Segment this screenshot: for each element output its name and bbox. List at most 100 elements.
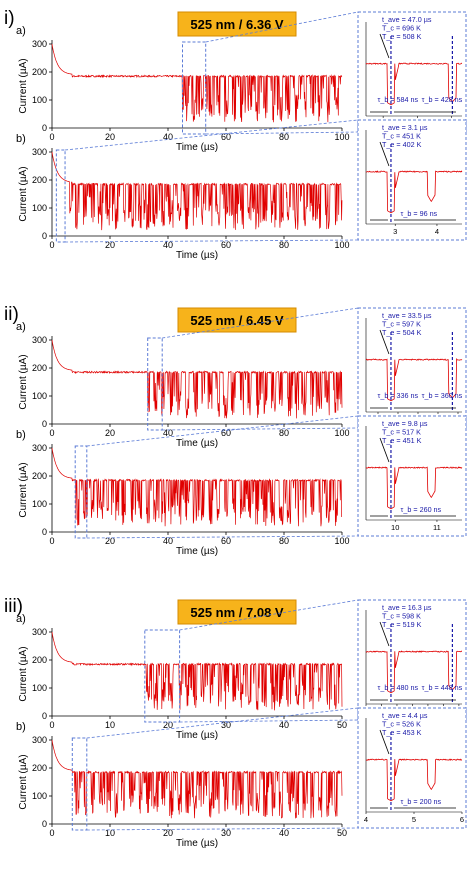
x-tick-label: 20 — [105, 428, 115, 438]
zoom-region-box — [144, 629, 181, 723]
inset-x-tick-label: 11 — [433, 523, 441, 532]
tau-label: τ_b = 200 ns — [401, 797, 442, 806]
x-tick-label: 10 — [105, 828, 115, 838]
inset-annotation: t_ave = 9.8 µs — [382, 419, 428, 428]
zoom-region-box — [55, 149, 66, 243]
y-tick-label: 200 — [32, 363, 47, 373]
zoom-connector-top — [162, 307, 359, 339]
y-tick-label: 300 — [32, 627, 47, 637]
y-tick-label: 100 — [32, 95, 47, 105]
pointer-arrow — [379, 621, 390, 647]
condition-badge-text: 525 nm / 6.36 V — [190, 17, 284, 32]
x-tick-label: 0 — [49, 240, 54, 250]
inset-current-trace — [365, 170, 463, 214]
x-tick-label: 20 — [105, 536, 115, 546]
inset-current-trace — [366, 758, 463, 802]
condition-badge-text: 525 nm / 7.08 V — [190, 605, 284, 620]
y-tick-label: 0 — [42, 527, 47, 537]
inset-annotation: T_c = 451 K — [382, 132, 421, 141]
pointer-arrow — [379, 729, 390, 755]
x-tick-label: 60 — [221, 536, 231, 546]
x-tick-label: 50 — [337, 828, 347, 838]
zoom-connector-top — [205, 11, 359, 43]
pointer-arrow — [379, 33, 390, 59]
inset-x-tick-label: 10 — [391, 523, 399, 532]
inset-annotation: T_c = 598 K — [382, 612, 421, 621]
x-tick-label: 40 — [163, 240, 173, 250]
condition-badge-text: 525 nm / 6.45 V — [190, 313, 284, 328]
y-axis-label: Current (µA) — [18, 462, 29, 517]
tau-label: τ_b = 96 ns — [401, 209, 438, 218]
y-tick-label: 300 — [32, 443, 47, 453]
x-tick-label: 30 — [221, 720, 231, 730]
y-tick-label: 200 — [32, 655, 47, 665]
y-tick-label: 300 — [32, 39, 47, 49]
tau-label: τ_b = 360 ns — [422, 391, 463, 400]
tau-label: τ_b = 260 ns — [401, 505, 442, 514]
inset-current-trace — [365, 650, 462, 694]
x-tick-label: 80 — [279, 132, 289, 142]
inset-x-tick-label: 5 — [412, 815, 416, 824]
inset-x-tick-label: 3 — [393, 227, 397, 236]
x-axis-label: Time (µs) — [176, 250, 218, 261]
panel-letter: a) — [16, 613, 26, 625]
x-tick-label: 40 — [163, 536, 173, 546]
y-tick-label: 300 — [32, 147, 47, 157]
inset-annotation: t_ave = 47.0 µs — [382, 15, 432, 24]
x-tick-label: 30 — [221, 828, 231, 838]
zoom-region-box — [147, 337, 163, 431]
inset-annotation: T_c = 526 K — [382, 720, 421, 729]
x-tick-label: 0 — [49, 536, 54, 546]
y-tick-label: 200 — [32, 67, 47, 77]
y-axis-label: Current (µA) — [18, 58, 29, 113]
x-tick-label: 100 — [334, 132, 349, 142]
tau-label: τ_b = 584 ns — [378, 95, 419, 104]
inset-x-tick-label: 4 — [435, 227, 439, 236]
inset-x-tick-label: 4 — [364, 815, 368, 824]
zoom-connector-bottom — [179, 719, 359, 723]
inset-annotation: t_ave = 4.4 µs — [382, 711, 428, 720]
x-tick-label: 0 — [49, 720, 54, 730]
x-tick-label: 100 — [334, 240, 349, 250]
inset-annotation: T_e = 504 K — [382, 328, 422, 337]
x-axis-label: Time (µs) — [176, 142, 218, 153]
x-tick-label: 60 — [221, 132, 231, 142]
inset-annotation: T_c = 696 K — [382, 24, 421, 33]
inset-annotation: T_c = 597 K — [382, 320, 421, 329]
zoom-connector-top — [86, 415, 359, 447]
tau-label: τ_b = 448 ns — [422, 683, 463, 692]
y-tick-label: 200 — [32, 763, 47, 773]
y-axis-label: Current (µA) — [18, 354, 29, 409]
inset-current-trace — [365, 466, 463, 510]
zoom-region-box — [74, 445, 88, 539]
x-tick-label: 50 — [337, 720, 347, 730]
zoom-region-box — [182, 41, 207, 135]
y-axis-label: Current (µA) — [18, 166, 29, 221]
pointer-arrow — [379, 437, 390, 463]
x-tick-label: 0 — [49, 828, 54, 838]
current-trace — [51, 739, 343, 819]
section-label: iii) — [4, 596, 23, 617]
x-tick-label: 20 — [163, 828, 173, 838]
zoom-connector-top — [65, 119, 359, 151]
x-axis-label: Time (µs) — [176, 730, 218, 741]
inset-annotation: T_e = 453 K — [382, 728, 422, 737]
inset-annotation: T_e = 519 K — [382, 620, 422, 629]
pointer-arrow — [379, 141, 390, 167]
x-tick-label: 60 — [221, 240, 231, 250]
x-tick-label: 20 — [105, 240, 115, 250]
condition-badge — [177, 11, 297, 37]
y-tick-label: 100 — [32, 499, 47, 509]
condition-badge — [177, 307, 297, 333]
y-axis-label: Current (µA) — [18, 646, 29, 701]
x-tick-label: 40 — [279, 828, 289, 838]
zoom-connector-top — [179, 599, 359, 631]
tau-label: τ_b = 428 ns — [422, 95, 463, 104]
zoom-connector-bottom — [86, 535, 359, 539]
section-label: ii) — [4, 304, 19, 325]
x-tick-label: 0 — [49, 132, 54, 142]
x-tick-label: 0 — [49, 428, 54, 438]
inset-annotation: T_e = 402 K — [382, 140, 422, 149]
x-tick-label: 80 — [279, 240, 289, 250]
